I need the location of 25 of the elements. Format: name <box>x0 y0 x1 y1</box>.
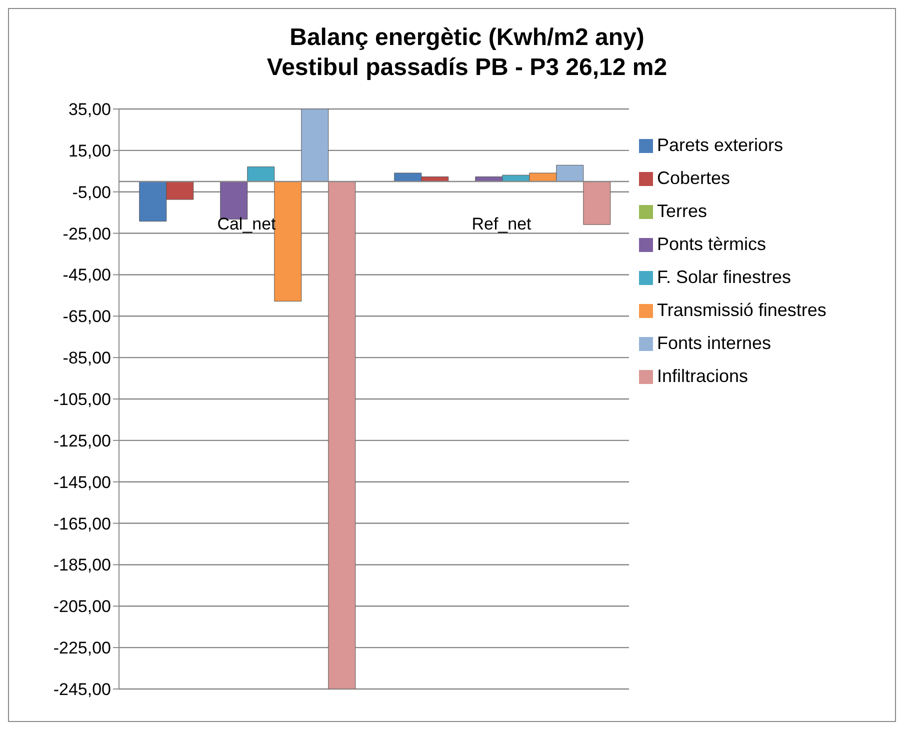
legend-label: Terres <box>657 201 708 221</box>
y-tick-label: -125,00 <box>53 431 111 450</box>
y-tick-label: -5,00 <box>72 182 111 202</box>
chart-title: Balanç energètic (Kwh/m2 any) Vestibul passadís PB - P3 26,12 m2 <box>266 23 668 83</box>
legend-label: Parets exteriors <box>657 135 784 155</box>
y-tick-label: -145,00 <box>53 472 111 492</box>
y-tick-label: -45,00 <box>62 266 111 285</box>
y-tick-label: -85,00 <box>62 348 111 368</box>
x-tick-label: Ref_net <box>472 214 532 234</box>
y-tick-label: -105,00 <box>53 390 111 410</box>
legend-label: Fonts internes <box>657 333 772 353</box>
y-tick-label: -65,00 <box>62 307 111 326</box>
y-tick-label: -205,00 <box>53 597 111 616</box>
y-tick-label: -245,00 <box>53 680 111 700</box>
y-tick-label: -225,00 <box>53 638 111 658</box>
legend-label: Cobertes <box>657 168 730 188</box>
legend-label: Transmissió finestres <box>657 300 826 320</box>
legend-label: Ponts tèrmics <box>657 234 766 254</box>
y-tick-label: -25,00 <box>62 224 111 244</box>
y-tick-label: -165,00 <box>53 514 111 534</box>
legend-label: Infiltracions <box>657 366 748 386</box>
y-tick-label: -185,00 <box>53 556 111 575</box>
legend-label: F. Solar finestres <box>657 267 792 287</box>
y-tick-label: 35,00 <box>68 100 111 120</box>
y-tick-label: 15,00 <box>68 141 111 160</box>
